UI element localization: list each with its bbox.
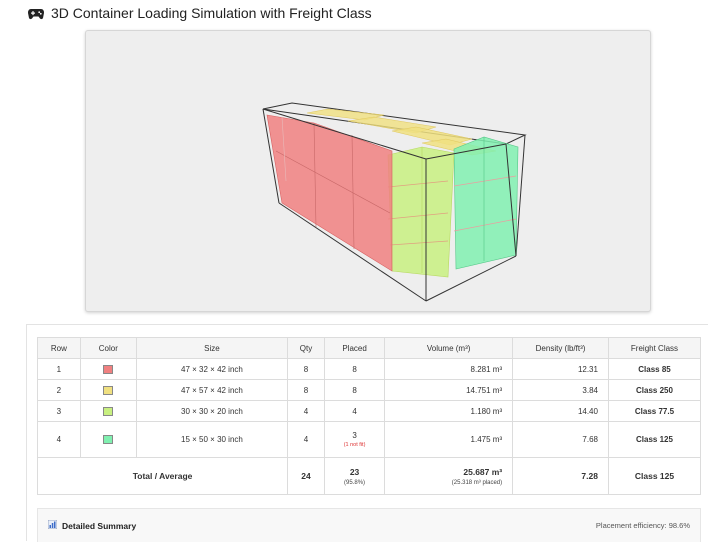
detailed-summary-toggle[interactable]: Detailed Summary Placement efficiency: 9… bbox=[37, 508, 701, 542]
cell-size: 47 × 32 × 42 inch bbox=[135, 358, 289, 380]
cell-volume: 14.751 m³ bbox=[384, 379, 514, 401]
cell-row: 3 bbox=[37, 400, 81, 422]
header-color: Color bbox=[79, 337, 137, 359]
total-row: Total / Average 24 23 (95.8%) 25.687 m³ … bbox=[36, 457, 702, 495]
cell-density: 14.40 bbox=[512, 400, 609, 422]
cell-freight-class: Class 125 bbox=[607, 421, 702, 458]
not-fit-note: (1 not fit) bbox=[343, 442, 366, 448]
table-row: 1 47 × 32 × 42 inch 8 8 8.281 m³ 12.31 C… bbox=[37, 358, 702, 380]
total-volume-value: 25.687 m³ bbox=[463, 466, 503, 477]
cell-row: 2 bbox=[37, 379, 81, 401]
cell-placed: 4 bbox=[323, 400, 386, 422]
3d-viewport[interactable] bbox=[85, 30, 651, 312]
freight-table: Row Color Size Qty Placed Volume (m³) De… bbox=[36, 337, 702, 495]
cell-color bbox=[79, 400, 137, 422]
cell-freight-class: Class 85 bbox=[607, 358, 702, 380]
bar-chart-icon bbox=[47, 519, 58, 531]
cell-freight-class: Class 77.5 bbox=[607, 400, 702, 422]
cell-row: 4 bbox=[37, 421, 81, 458]
total-freight-class: Class 125 bbox=[607, 457, 702, 495]
cell-size: 30 × 30 × 20 inch bbox=[135, 400, 289, 422]
total-placed-value: 23 bbox=[349, 466, 360, 477]
cell-qty: 4 bbox=[287, 421, 325, 458]
container-scene[interactable] bbox=[86, 31, 651, 312]
header-density: Density (lb/ft³) bbox=[512, 337, 609, 359]
total-volume-placed: (25.318 m³ placed) bbox=[451, 479, 503, 486]
container-frame-front bbox=[262, 108, 517, 302]
cell-color bbox=[79, 358, 137, 380]
placed-value: 3 bbox=[352, 431, 357, 440]
cell-density: 3.84 bbox=[512, 379, 609, 401]
cell-density: 7.68 bbox=[512, 421, 609, 458]
color-swatch bbox=[103, 406, 114, 416]
table-header-row: Row Color Size Qty Placed Volume (m³) De… bbox=[37, 337, 702, 359]
header-row: Row bbox=[37, 337, 81, 359]
gamepad-icon bbox=[28, 7, 44, 20]
cell-freight-class: Class 250 bbox=[607, 379, 702, 401]
color-swatch bbox=[103, 385, 114, 395]
cell-volume: 8.281 m³ bbox=[384, 358, 514, 380]
table-row: 2 47 × 57 × 42 inch 8 8 14.751 m³ 3.84 C… bbox=[37, 379, 702, 401]
total-qty: 24 bbox=[287, 457, 325, 495]
header-freight-class: Freight Class bbox=[607, 337, 702, 359]
placement-efficiency: Placement efficiency: 98.6% bbox=[595, 521, 690, 530]
cell-size: 47 × 57 × 42 inch bbox=[135, 379, 289, 401]
cell-color bbox=[79, 379, 137, 401]
results-panel: Row Color Size Qty Placed Volume (m³) De… bbox=[26, 324, 708, 542]
cell-placed: 8 bbox=[323, 379, 386, 401]
total-placed-pct: (95.8%) bbox=[344, 479, 366, 486]
header-size: Size bbox=[135, 337, 289, 359]
header-placed: Placed bbox=[323, 337, 386, 359]
cargo-row-4 bbox=[453, 136, 519, 270]
cell-volume: 1.180 m³ bbox=[384, 400, 514, 422]
header-volume: Volume (m³) bbox=[384, 337, 514, 359]
total-placed: 23 (95.8%) bbox=[323, 457, 386, 495]
total-density: 7.28 bbox=[512, 457, 609, 495]
cell-row: 1 bbox=[37, 358, 81, 380]
cell-volume: 1.475 m³ bbox=[384, 421, 514, 458]
page-header: 3D Container Loading Simulation with Fre… bbox=[28, 4, 372, 22]
cargo-row-1 bbox=[266, 114, 393, 272]
table-row: 3 30 × 30 × 20 inch 4 4 1.180 m³ 14.40 C… bbox=[37, 400, 702, 422]
summary-heading: Detailed Summary bbox=[47, 519, 137, 531]
color-swatch bbox=[103, 435, 114, 445]
total-label: Total / Average bbox=[36, 457, 289, 495]
cell-qty: 8 bbox=[287, 379, 325, 401]
cell-placed: 3 (1 not fit) bbox=[323, 421, 386, 458]
summary-title: Detailed Summary bbox=[62, 520, 137, 531]
total-volume: 25.687 m³ (25.318 m³ placed) bbox=[384, 457, 514, 495]
cargo-row-3 bbox=[387, 146, 455, 278]
color-swatch bbox=[103, 364, 114, 374]
cell-qty: 4 bbox=[287, 400, 325, 422]
cell-size: 15 × 50 × 30 inch bbox=[135, 421, 289, 458]
cell-color bbox=[79, 421, 137, 458]
cell-placed: 8 bbox=[323, 358, 386, 380]
page-title: 3D Container Loading Simulation with Fre… bbox=[51, 5, 372, 21]
header-qty: Qty bbox=[287, 337, 325, 359]
table-row: 4 15 × 50 × 30 inch 4 3 (1 not fit) 1.47… bbox=[37, 421, 702, 458]
cell-density: 12.31 bbox=[512, 358, 609, 380]
cell-qty: 8 bbox=[287, 358, 325, 380]
